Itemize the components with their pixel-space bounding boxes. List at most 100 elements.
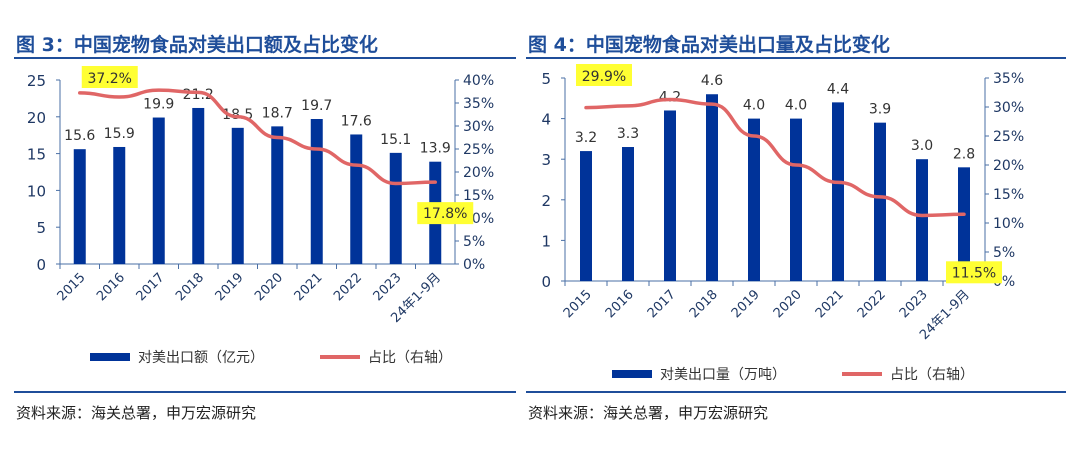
bar-value-label: 15.9 [104,126,135,142]
bar [622,147,634,281]
y-tick-label: 2 [541,192,551,210]
bar-value-label: 4.0 [743,98,765,114]
bar [310,119,323,264]
x-tick-label: 2022 [855,287,889,321]
bar [874,122,886,281]
bar [790,118,802,281]
x-tick-label: 2017 [134,270,168,304]
x-tick-label: 2023 [371,270,405,304]
y2-tick-label: 10% [993,216,1024,232]
bar [350,134,363,264]
bar-value-label: 4.0 [785,98,807,114]
y-tick-label: 5 [541,70,551,88]
bar [832,102,844,281]
x-tick-label: 2018 [687,287,721,321]
y2-tick-label: 15% [463,188,494,204]
y-tick-label: 15 [27,146,46,164]
bar [231,127,244,264]
y-tick-label: 5 [36,219,46,237]
bar [916,159,928,281]
y2-tick-label: 35% [463,96,494,112]
bar [748,118,760,281]
bar-value-label: 19.7 [301,98,332,114]
chart-panel-3: 图 3：中国宠物食品对美出口额及占比变化 0 5 10 15 20 25 0% 5% 10% 15… [0,0,530,463]
x-tick-label: 2022 [331,270,365,304]
y2-tick-label: 30% [993,100,1024,116]
y-tick-label: 20 [27,109,46,127]
bar-value-label: 3.2 [575,130,597,146]
legend-label-line: 占比（右轴） [890,367,974,383]
x-tick-label: 2019 [213,270,247,304]
divider [526,391,1066,393]
annotation-label: 17.8% [423,206,467,222]
annotation-label: 11.5% [952,265,996,281]
x-tick-label: 2023 [897,287,931,321]
legend-label-bar: 对美出口额（亿元） [138,350,264,366]
x-tick-label: 2020 [252,270,286,304]
bar-value-label: 4.2 [659,89,681,105]
bar [113,146,126,264]
bar-value-label: 15.6 [64,128,95,144]
bar-value-label: 13.9 [420,141,451,157]
divider [526,57,1066,59]
bar-value-label: 3.0 [911,138,933,154]
x-tick-label: 2016 [603,287,637,321]
bar [152,117,165,264]
bar [664,110,676,281]
y-tick-label: 25 [27,72,46,90]
x-tick-label: 2021 [813,287,847,321]
x-tick-label: 2015 [561,287,595,321]
annotation-label: 37.2% [88,71,132,87]
bar-value-label: 4.6 [701,73,723,89]
bar-value-label: 4.4 [827,81,849,97]
y-tick-label: 3 [541,151,551,169]
chart-3: 05101520250%5%10%15%20%25%30%35%40%20151… [27,66,494,366]
legend-label-bar: 对美出口量（万吨） [660,367,786,383]
legend-label-line: 占比（右轴） [368,350,452,366]
bar [706,94,718,281]
x-tick-label: 2021 [292,270,326,304]
bar-value-label: 18.7 [262,105,293,121]
x-tick-label: 2019 [729,287,763,321]
y2-tick-label: 15% [993,187,1024,203]
y2-tick-label: 20% [463,165,494,181]
bar [389,152,402,264]
x-tick-label: 2020 [771,287,805,321]
annotation-box [81,66,138,88]
y2-tick-label: 25% [993,129,1024,145]
y-tick-label: 10 [27,182,46,200]
divider [14,57,516,59]
legend-swatch-bar [612,370,652,378]
y2-tick-label: 40% [463,73,494,89]
divider [14,391,516,393]
x-tick-label: 2016 [94,270,128,304]
y2-tick-label: 5% [993,245,1015,261]
y-tick-label: 0 [36,256,46,274]
annotation-box [576,64,632,86]
y2-tick-label: 0% [463,257,485,273]
bar-value-label: 15.1 [380,132,411,148]
chart-title: 图 3：中国宠物食品对美出口额及占比变化 [16,34,378,56]
chart-panel-4: 图 4：中国宠物食品对美出口量及占比变化 0 1 2 3 4 5 0% 5% 10% 15% 20%… [512,0,1080,463]
bar-value-label: 2.8 [953,146,975,162]
y-tick-label: 0 [541,273,551,291]
bar [580,151,592,281]
y2-tick-label: 5% [463,234,485,250]
bar [73,149,86,264]
annotation-label: 29.9% [582,69,626,85]
bar-value-label: 19.9 [143,97,174,113]
share-line [584,97,966,218]
annotation-box [946,261,1002,284]
y2-tick-label: 20% [993,158,1024,174]
bar [958,167,970,281]
share-line [78,88,437,186]
x-tick-label: 2018 [173,270,207,304]
y2-tick-label: 35% [993,71,1024,87]
chart-4: 0123450%5%10%15%20%25%30%35%20153.220163… [541,64,1024,383]
y2-tick-label: 30% [463,119,494,135]
chart-title: 图 4：中国宠物食品对美出口量及占比变化 [528,34,890,56]
annotation-box [417,202,474,225]
bar [271,126,284,264]
bar-value-label: 3.9 [869,102,891,118]
x-tick-label: 2015 [55,270,89,304]
